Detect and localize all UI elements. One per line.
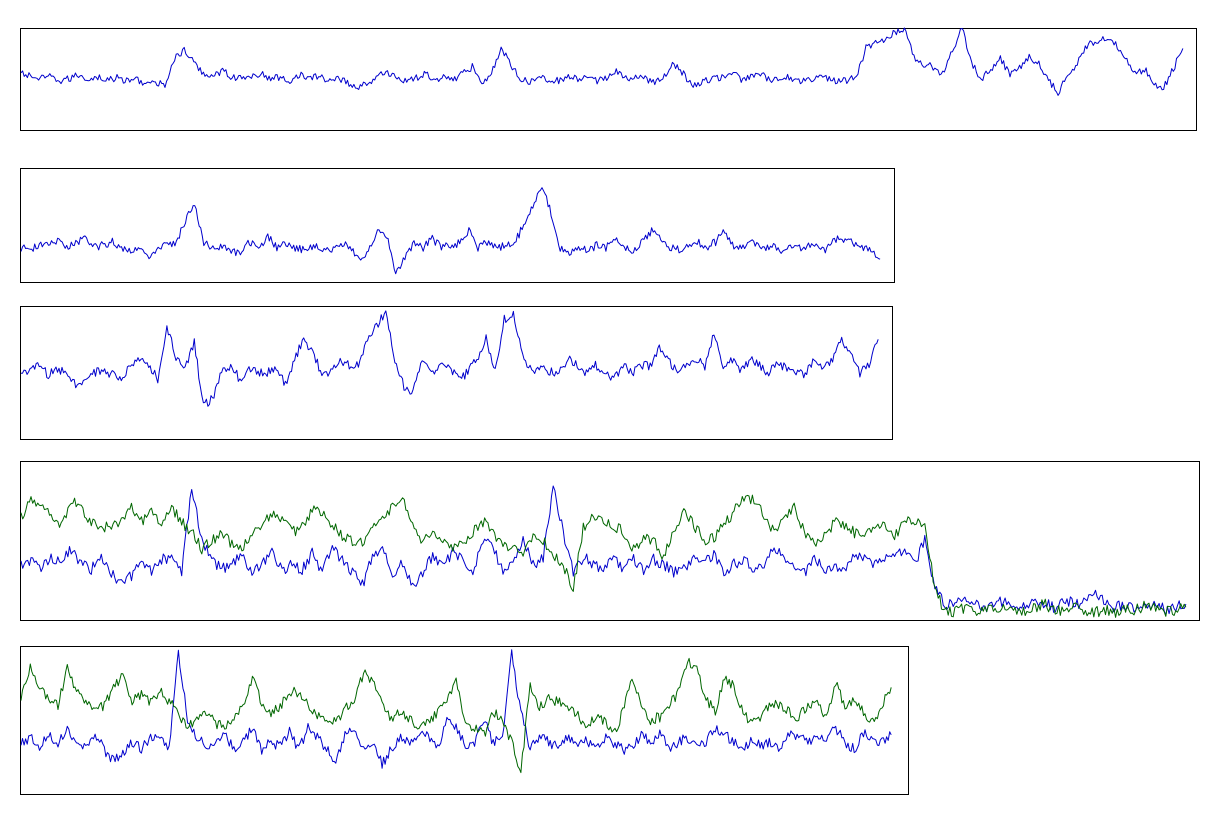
panel-frame: [20, 461, 1200, 621]
chart-panel-4: [20, 461, 1200, 621]
series-line-green: [20, 657, 892, 774]
chart-panel-1: [20, 27, 1197, 131]
chart-panel-3: [20, 306, 893, 440]
panel-frame: [20, 306, 893, 440]
series-line-blue: [20, 187, 881, 275]
panel-frame: [20, 646, 909, 795]
series-line-blue: [20, 649, 892, 769]
panel-frame: [20, 168, 895, 283]
series-line-blue: [21, 310, 879, 407]
chart-panel-2: [20, 168, 895, 283]
panel-frame: [20, 28, 1197, 131]
chart-panel-5: [20, 646, 909, 795]
series-line-blue: [20, 27, 1184, 96]
series-line-blue: [20, 485, 1187, 616]
series-line-green: [20, 494, 1187, 618]
